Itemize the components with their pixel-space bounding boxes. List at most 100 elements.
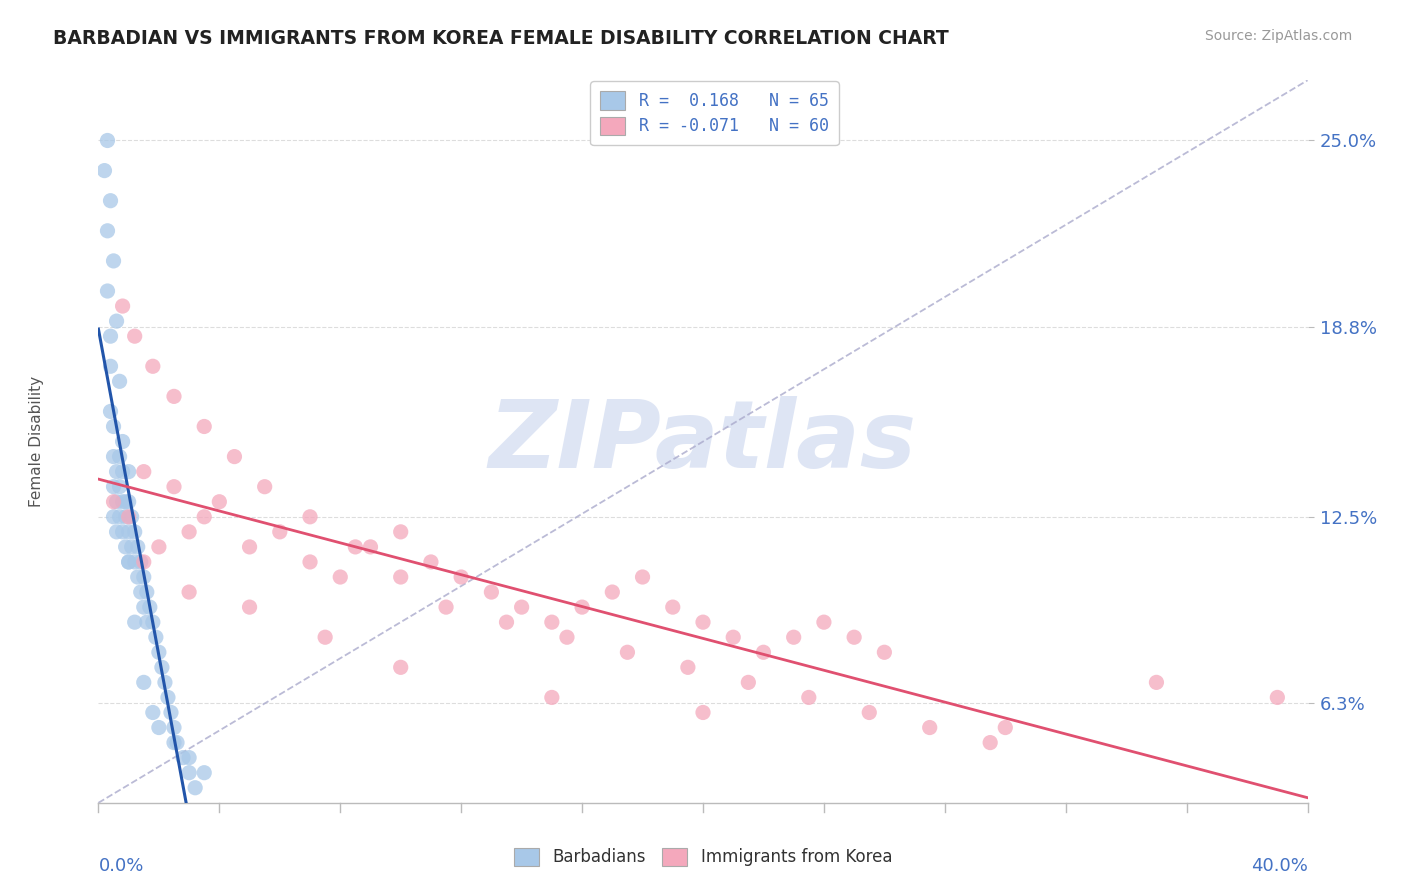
Point (153, 675, 176, 690)
Point (979, 735, 1001, 749)
Legend: Barbadians, Immigrants from Korea: Barbadians, Immigrants from Korea (508, 841, 898, 873)
Point (129, 585, 152, 599)
Point (239, 540, 262, 554)
Point (121, 540, 143, 554)
Point (510, 600, 533, 615)
Point (329, 570, 352, 584)
Point (994, 721, 1017, 735)
Point (142, 359, 165, 374)
Point (150, 660, 173, 674)
Point (111, 524, 134, 539)
Point (132, 675, 155, 690)
Point (239, 600, 262, 615)
Point (108, 509, 131, 524)
Point (108, 450, 131, 464)
Point (93, 163, 115, 178)
Point (132, 570, 155, 584)
Point (163, 735, 186, 749)
Point (389, 570, 412, 584)
Point (96, 224, 118, 238)
Point (118, 524, 141, 539)
Point (121, 509, 143, 524)
Point (148, 645, 170, 659)
Point (661, 600, 683, 615)
Point (873, 645, 896, 659)
Point (571, 600, 593, 615)
Point (253, 480, 276, 494)
Point (100, 194, 122, 208)
Text: BARBADIAN VS IMMIGRANTS FROM KOREA FEMALE DISABILITY CORRELATION CHART: BARBADIAN VS IMMIGRANTS FROM KOREA FEMAL… (53, 29, 949, 47)
Point (108, 480, 131, 494)
Point (495, 615, 517, 630)
Point (193, 509, 215, 524)
Point (111, 434, 134, 449)
Point (360, 540, 382, 554)
Point (208, 494, 231, 508)
Point (616, 645, 638, 659)
Point (813, 615, 835, 630)
Point (96, 133, 118, 147)
Point (114, 509, 136, 524)
Point (132, 555, 155, 569)
Point (184, 780, 207, 795)
Point (132, 465, 155, 479)
Point (797, 690, 820, 705)
Point (111, 465, 134, 479)
Point (166, 735, 188, 749)
Point (124, 555, 146, 569)
Point (193, 419, 215, 434)
Point (179, 765, 201, 780)
Point (692, 706, 714, 720)
Legend: R =  0.168   N = 65, R = -0.071   N = 60: R = 0.168 N = 65, R = -0.071 N = 60 (591, 81, 839, 145)
Point (124, 615, 146, 630)
Point (145, 630, 167, 644)
Text: Source: ZipAtlas.com: Source: ZipAtlas.com (1205, 29, 1353, 43)
Point (105, 314, 128, 328)
Point (103, 450, 125, 464)
Point (752, 645, 775, 659)
Text: 40.0%: 40.0% (1251, 857, 1308, 875)
Point (450, 570, 472, 584)
Point (111, 494, 134, 508)
Point (100, 404, 122, 418)
Point (103, 254, 125, 268)
Point (127, 540, 149, 554)
Point (193, 765, 215, 780)
Point (540, 615, 562, 630)
Point (858, 706, 880, 720)
Point (142, 615, 165, 630)
Point (156, 690, 179, 705)
Point (602, 585, 624, 599)
Point (179, 585, 201, 599)
Point (103, 419, 125, 434)
Point (434, 600, 457, 615)
Point (692, 615, 714, 630)
Point (676, 660, 699, 674)
Point (844, 630, 866, 644)
Point (142, 706, 165, 720)
Point (344, 540, 367, 554)
Text: ZIPatlas: ZIPatlas (489, 395, 917, 488)
Point (148, 721, 170, 735)
Point (105, 465, 128, 479)
Point (111, 299, 134, 313)
Point (148, 540, 170, 554)
Point (105, 524, 128, 539)
Point (555, 630, 578, 644)
Text: Female Disability: Female Disability (30, 376, 44, 508)
Point (269, 524, 291, 539)
Point (163, 721, 186, 735)
Point (163, 389, 186, 403)
Point (299, 555, 322, 569)
Point (124, 329, 146, 343)
Point (179, 524, 201, 539)
Text: 0.0%: 0.0% (98, 857, 143, 875)
Point (96, 284, 118, 298)
Point (124, 524, 146, 539)
Point (103, 480, 125, 494)
Point (118, 465, 141, 479)
Point (135, 615, 157, 630)
Point (160, 706, 183, 720)
Point (118, 494, 141, 508)
Point (299, 509, 322, 524)
